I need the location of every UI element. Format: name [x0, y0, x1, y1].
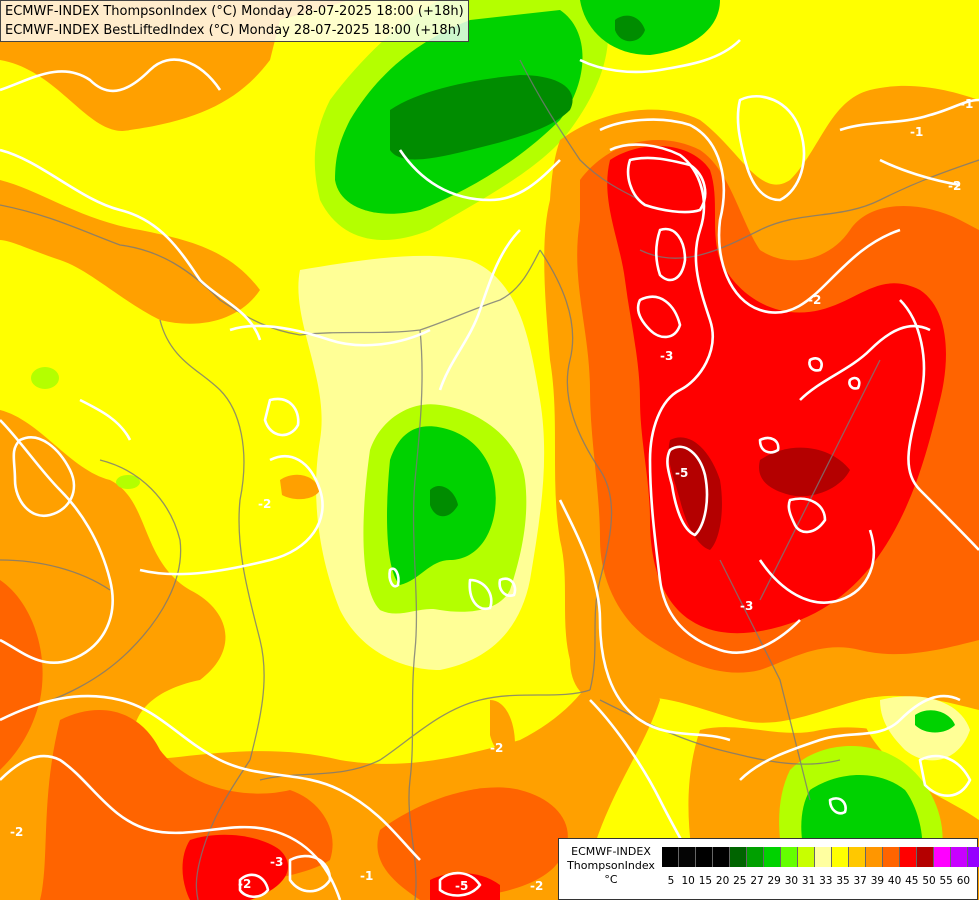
contour-label: -3 [660, 349, 673, 363]
contour-label: -1 [360, 869, 373, 883]
lime-patch-west [31, 367, 59, 389]
legend-title-model: ECMWF-INDEX [571, 845, 651, 858]
legend-tick-label: 25 [733, 875, 747, 887]
legend-swatch [917, 847, 934, 867]
legend-swatch [679, 847, 696, 867]
legend-swatch [900, 847, 917, 867]
contour-label: -3 [740, 599, 753, 613]
map-title-box: ECMWF-INDEX ThompsonIndex (°C) Monday 28… [0, 0, 469, 42]
legend-swatch [849, 847, 866, 867]
orange-patch-center-west [280, 474, 320, 500]
legend-tick-label: 30 [784, 875, 799, 887]
legend-swatch [968, 847, 979, 867]
lifted-index-contours [0, 39, 979, 900]
legend-tick-label: 20 [715, 875, 730, 887]
contour-label: -5 [455, 879, 468, 893]
legend-swatch [832, 847, 849, 867]
dark-green-area-north-east [615, 15, 645, 42]
legend-tick-label: 39 [870, 875, 885, 887]
legend-swatch [798, 847, 815, 867]
lime-patch-west-2 [116, 475, 140, 489]
legend-swatch [883, 847, 900, 867]
legend-tick-label: 50 [922, 875, 936, 887]
contour-label: -2 [530, 879, 543, 893]
legend-tick-label: 29 [767, 875, 781, 887]
contour-label: -2 [490, 741, 503, 755]
green-area-east-edge [915, 710, 955, 733]
legend-title-unit: °C [604, 873, 618, 886]
contour-label: -2 [948, 179, 961, 193]
legend-swatch [866, 847, 883, 867]
dark-green-area-center [430, 485, 458, 517]
contour-label: -1 [960, 97, 973, 111]
legend-swatch [747, 847, 764, 867]
legend-swatch [951, 847, 968, 867]
contour-label: -1 [910, 125, 923, 139]
legend-swatch [764, 847, 781, 867]
dark-orange-area-south-center [377, 787, 568, 900]
contour-label: -3 [270, 855, 283, 869]
green-area-north-east [580, 0, 720, 55]
legend-tick-label: 5 [667, 875, 675, 887]
dark-red-area-east-2 [759, 447, 850, 497]
legend-title-parameter: ThompsonIndex [567, 859, 655, 872]
contour-label: -2 [10, 825, 23, 839]
legend-tick-label: 35 [836, 875, 850, 887]
dark-red-area-east [668, 437, 722, 550]
contour-label: -2 [258, 497, 271, 511]
legend-swatch [934, 847, 951, 867]
legend-title: ECMWF-INDEX ThompsonIndex °C [563, 845, 659, 887]
legend-swatch [696, 847, 713, 867]
red-area-south [182, 834, 289, 900]
title-best-lifted-index: ECMWF-INDEX BestLiftedIndex (°C) Monday … [5, 23, 462, 38]
legend-tick-label: 37 [853, 875, 867, 887]
legend-tick-label: 15 [698, 875, 713, 887]
legend-swatch [713, 847, 730, 867]
legend-swatch [730, 847, 747, 867]
legend-tick-label: 10 [681, 875, 695, 887]
legend-tick-label: 33 [819, 875, 833, 887]
dark-orange-area-southwest [0, 580, 43, 770]
dark-green-area-north [390, 75, 573, 160]
country-borders [0, 59, 979, 900]
legend-swatch [662, 847, 679, 867]
legend-tick-label: 60 [956, 875, 971, 887]
orange-patch-south-center [490, 700, 515, 754]
legend-tick-label: 55 [939, 875, 953, 887]
legend-swatch [815, 847, 832, 867]
legend-swatch [781, 847, 798, 867]
legend-tick-label: 40 [887, 875, 902, 887]
contour-label: -5 [675, 466, 688, 480]
contour-label: -2 [808, 293, 821, 307]
legend-tick-label: 27 [750, 875, 764, 887]
contour-label: -2 [238, 877, 251, 891]
orange-area-west [0, 180, 260, 324]
color-legend: ECMWF-INDEX ThompsonIndex °C 5 10 15 20 25 27… [558, 838, 979, 900]
legend-tick-label: 31 [801, 875, 816, 887]
title-thompson-index: ECMWF-INDEX ThompsonIndex (°C) Monday 28… [5, 4, 464, 19]
legend-swatches [662, 847, 979, 867]
legend-tick-label: 45 [905, 875, 919, 887]
